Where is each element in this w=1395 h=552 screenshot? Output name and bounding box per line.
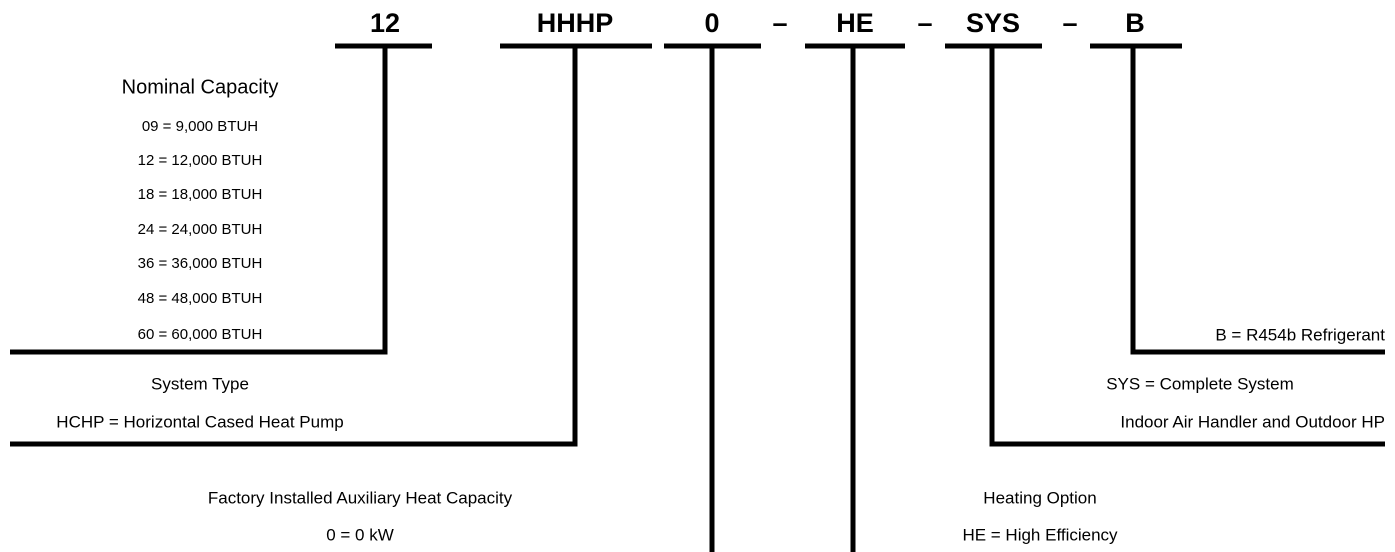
option: 24 = 24,000 BTUH: [138, 221, 263, 238]
option: 60 = 60,000 BTUH: [138, 326, 263, 343]
option: 09 = 9,000 BTUH: [142, 118, 258, 135]
code-segment: 0: [704, 8, 719, 38]
section-title: Nominal Capacity: [122, 76, 279, 98]
option: 12 = 12,000 BTUH: [138, 152, 263, 169]
connector-lines: [10, 43, 1385, 552]
option: 0 = 0 kW: [326, 525, 394, 544]
option: 18 = 18,000 BTUH: [138, 186, 263, 203]
code-segment: HHHP: [537, 8, 614, 38]
section-title: System Type: [151, 374, 249, 393]
section-title: Heating Option: [983, 488, 1096, 507]
option: HCHP = Horizontal Cased Heat Pump: [56, 412, 343, 431]
section-title: Factory Installed Auxiliary Heat Capacit…: [208, 488, 513, 507]
code-segment: 12: [370, 8, 400, 38]
code-separator: –: [1062, 8, 1077, 38]
code-segment: SYS: [966, 8, 1020, 38]
code-separator: –: [917, 8, 932, 38]
option: HE = High Efficiency: [962, 525, 1118, 544]
option: 36 = 36,000 BTUH: [138, 255, 263, 272]
section-title: SYS = Complete System: [1106, 374, 1294, 393]
code-segment: B: [1125, 8, 1145, 38]
option: Indoor Air Handler and Outdoor HP: [1120, 412, 1385, 431]
option: 48 = 48,000 BTUH: [138, 290, 263, 307]
code-segment: HE: [836, 8, 874, 38]
code-separator: –: [772, 8, 787, 38]
option: B = R454b Refrigerant: [1215, 325, 1385, 344]
